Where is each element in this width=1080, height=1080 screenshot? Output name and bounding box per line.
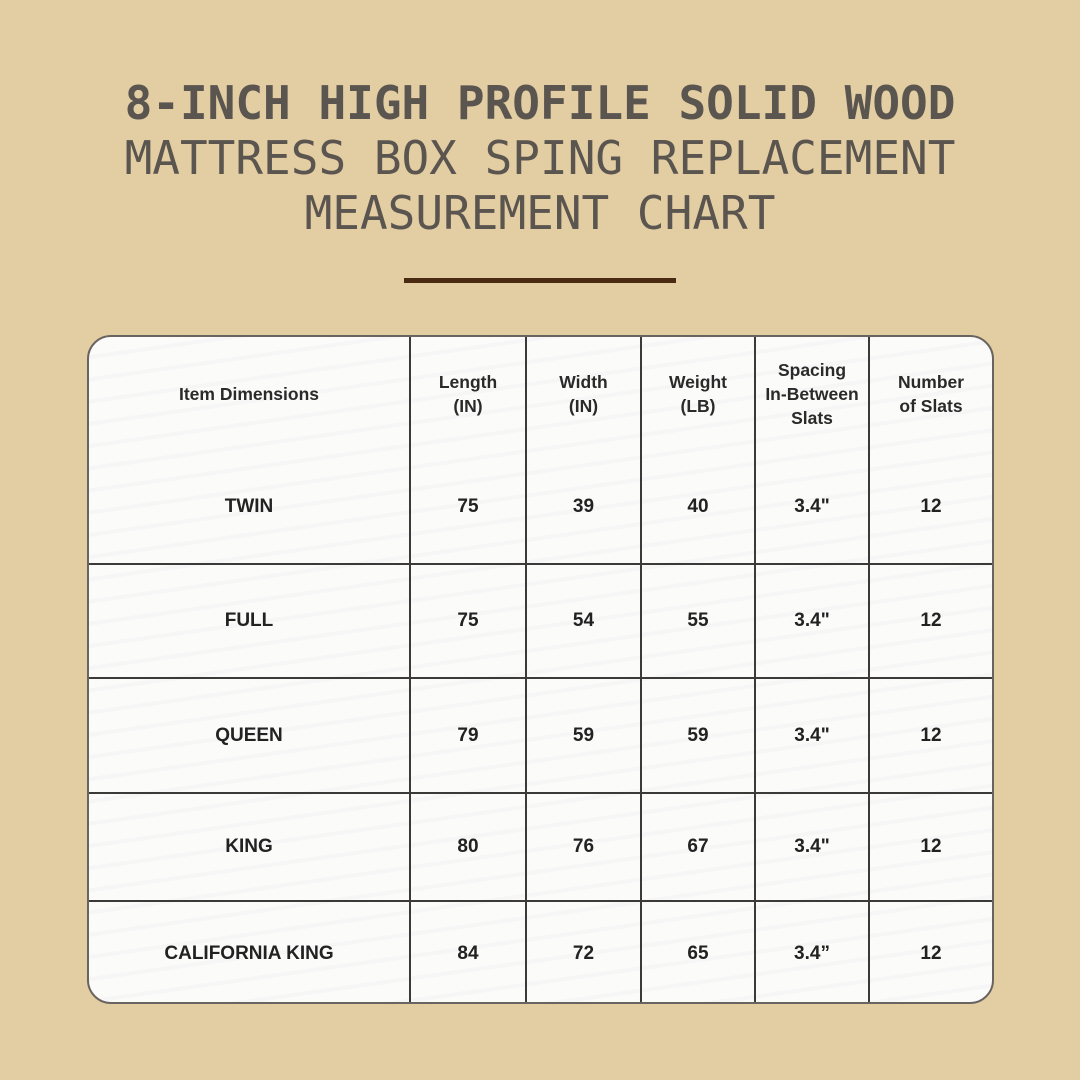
table-cell: 3.4" [754, 677, 870, 794]
column-header-line: Length [438, 371, 498, 392]
table-row: TWIN 75 39 40 3.4" 12 [89, 450, 992, 565]
row-label: QUEEN [89, 677, 411, 794]
table-cell: 80 [409, 792, 527, 902]
table-cell: 79 [409, 677, 527, 794]
table-cell: 12 [868, 677, 992, 794]
table-cell: 75 [409, 563, 527, 679]
title-line-3: MEASUREMENT CHART [304, 186, 776, 240]
table-cell: 59 [640, 677, 756, 794]
table-cell: 3.4" [754, 792, 870, 902]
column-header-line: (IN) [568, 395, 599, 416]
column-header-line: of Slats [899, 395, 963, 416]
table-cell: 55 [640, 563, 756, 679]
table-cell: 3.4" [754, 563, 870, 679]
column-header: Item Dimensions [89, 337, 411, 450]
table-row: FULL 75 54 55 3.4" 12 [89, 563, 992, 679]
table-cell: 67 [640, 792, 756, 902]
column-header-line: (LB) [680, 395, 716, 416]
column-header-line: Weight [668, 371, 727, 392]
column-header-line: (IN) [453, 395, 483, 416]
column-header: Spacing In-Between Slats [754, 337, 870, 450]
table-cell: 76 [525, 792, 642, 902]
column-header-line: Spacing [777, 359, 847, 380]
column-header-line: In-Between [765, 383, 859, 404]
measurement-table: Item Dimensions Length (IN) Width (IN) Weight… [87, 335, 994, 1004]
column-header-line: Slats [791, 407, 833, 428]
table-cell: 12 [868, 563, 992, 679]
column-header: Number of Slats [868, 337, 992, 450]
table-row: QUEEN 79 59 59 3.4" 12 [89, 677, 992, 794]
table-cell: 3.4” [754, 900, 870, 1002]
table-row: CALIFORNIA KING 84 72 65 3.4” 12 [89, 900, 992, 1002]
row-label: KING [89, 792, 411, 902]
table-cell: 84 [409, 900, 527, 1002]
row-label: CALIFORNIA KING [89, 900, 411, 1002]
row-label: TWIN [89, 450, 411, 565]
table-header-row: Item Dimensions Length (IN) Width (IN) Weight… [89, 337, 992, 450]
column-header: Width (IN) [525, 337, 642, 450]
row-label: FULL [89, 563, 411, 679]
column-header: Length (IN) [409, 337, 527, 450]
column-header-line: Item Dimensions [178, 383, 320, 404]
table-cell: 54 [525, 563, 642, 679]
title-separator [404, 278, 676, 283]
table-cell: 12 [868, 900, 992, 1002]
table-cell: 12 [868, 792, 992, 902]
table-cell: 39 [525, 450, 642, 565]
table-cell: 12 [868, 450, 992, 565]
title-line-2: MATTRESS BOX SPING REPLACEMENT [124, 131, 956, 185]
table-cell: 3.4" [754, 450, 870, 565]
table-cell: 72 [525, 900, 642, 1002]
table-cell: 59 [525, 677, 642, 794]
table-cell: 40 [640, 450, 756, 565]
table-row: KING 80 76 67 3.4" 12 [89, 792, 992, 902]
column-header: Weight (LB) [640, 337, 756, 450]
table-cell: 75 [409, 450, 527, 565]
title-line-1: 8-INCH HIGH PROFILE SOLID WOOD [124, 76, 956, 130]
column-header-line: Width [559, 371, 608, 392]
table-cell: 65 [640, 900, 756, 1002]
column-header-line: Number [897, 371, 965, 392]
